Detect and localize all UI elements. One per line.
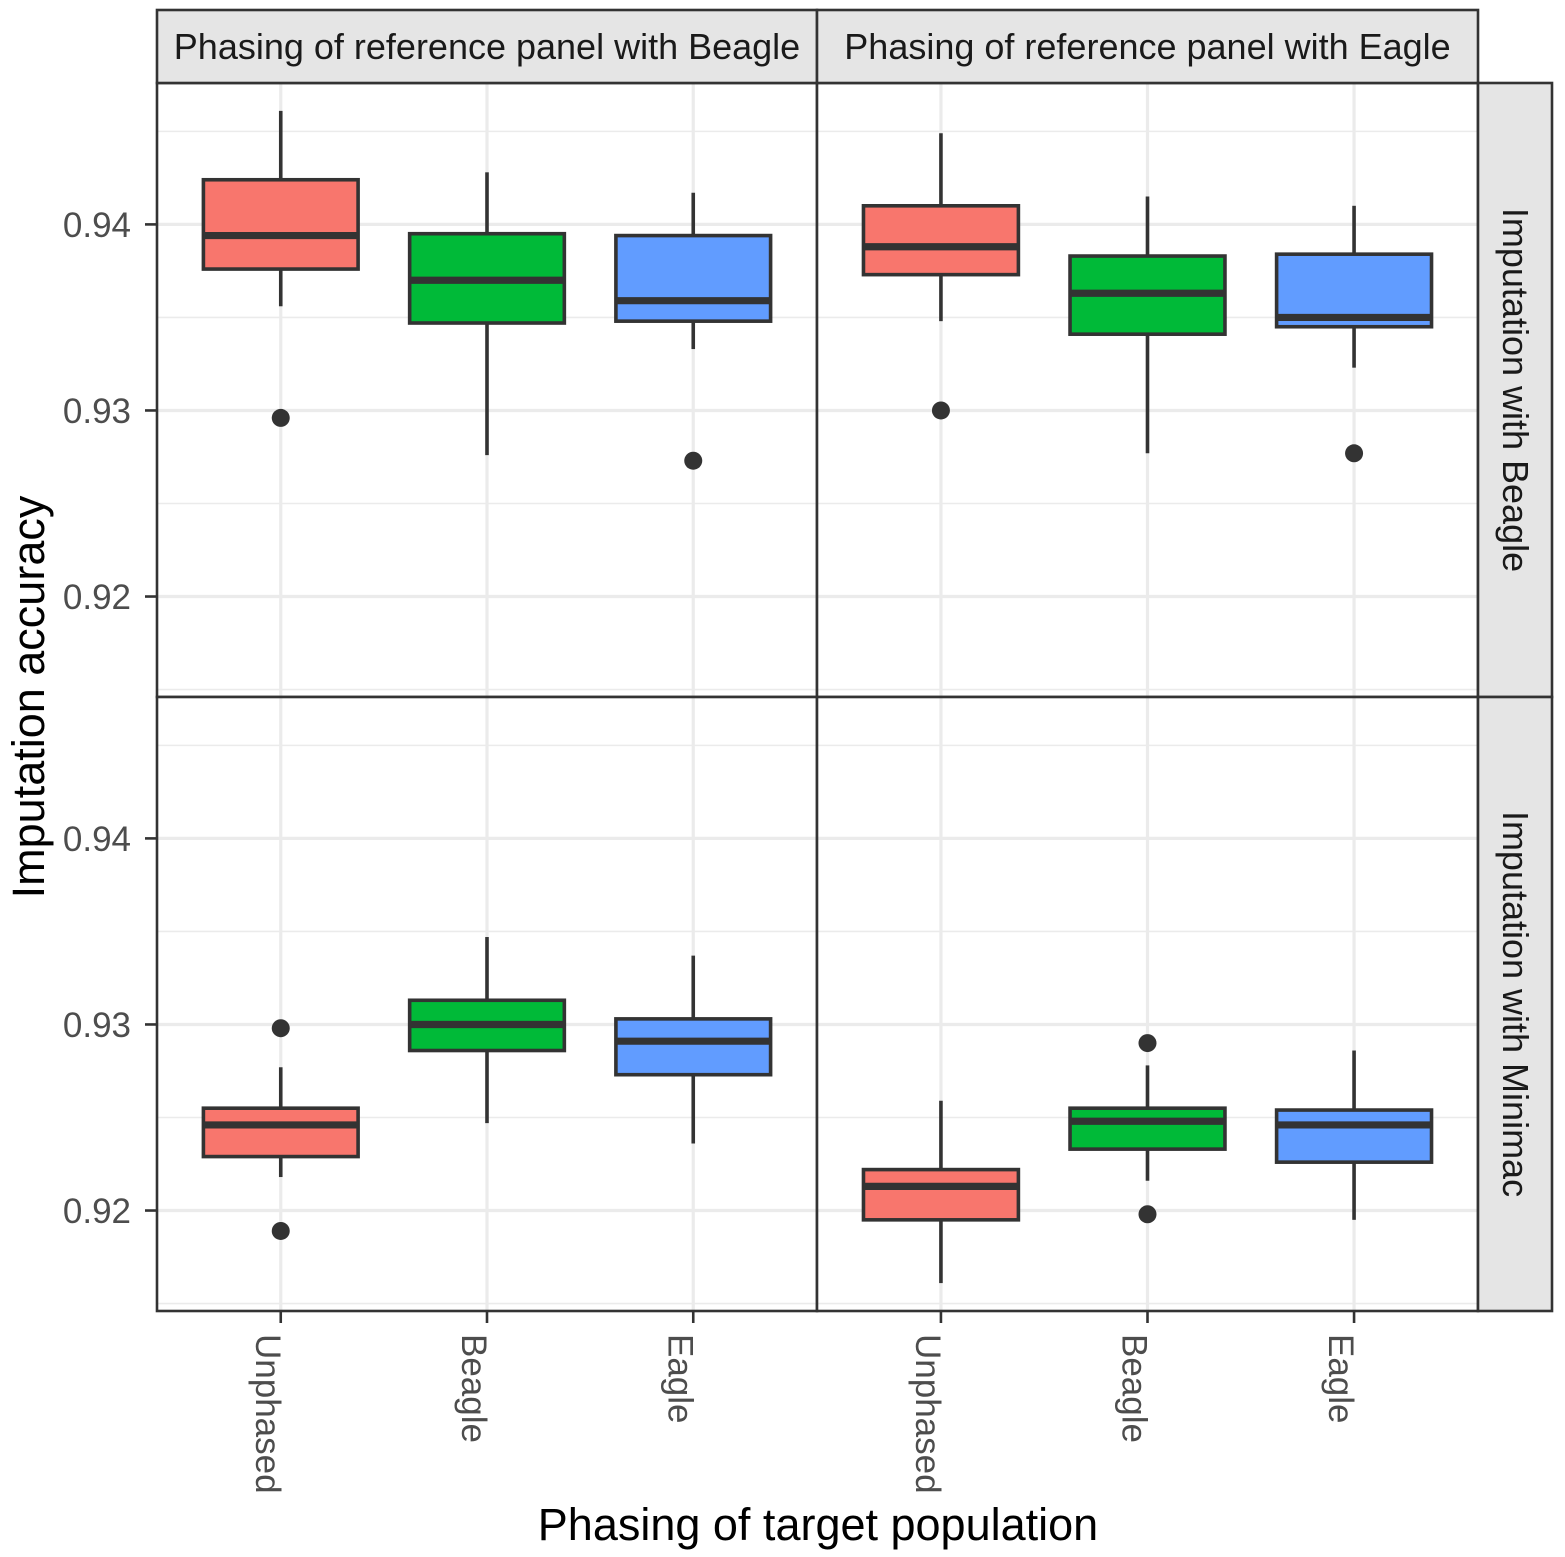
panel-r2-c1 (155, 695, 819, 1313)
y-tick-label: 0.92 (63, 578, 131, 617)
y-tick-label: 0.94 (63, 820, 131, 859)
x-tick-label-beagle: Beagle (454, 1334, 493, 1443)
y-tick-label: 0.92 (63, 1192, 131, 1231)
strip-top-1: Phasing of reference panel with Beagle (155, 8, 819, 85)
strip-right-2: Imputation with Minimac (1476, 695, 1554, 1313)
strip-top-2: Phasing of reference panel with Eagle (815, 8, 1480, 85)
panel-r1-c1 (155, 81, 819, 699)
strip-background (1476, 695, 1554, 1313)
box-unphased (861, 204, 1021, 277)
strip-label: Imputation with Minimac (1495, 811, 1536, 1197)
box-eagle (614, 233, 773, 323)
strip-label: Imputation with Beagle (1495, 208, 1536, 572)
strip-right-1: Imputation with Beagle (1476, 81, 1554, 699)
strip-label: Phasing of reference panel with Beagle (174, 26, 800, 67)
y-tick-label: 0.93 (63, 392, 131, 431)
y-axis-title: Imputation accuracy (3, 495, 54, 898)
outlier-point-eagle (1345, 444, 1364, 463)
outlier-point-unphased (931, 401, 950, 420)
strip-background (155, 8, 819, 85)
x-tick-label-eagle: Eagle (1321, 1334, 1360, 1424)
panel-r2-c2 (815, 695, 1480, 1313)
y-tick-label: 0.94 (63, 206, 131, 245)
outlier-point-unphased (271, 408, 290, 427)
box-eagle (614, 1017, 773, 1077)
y-tick-label: 0.93 (63, 1006, 131, 1045)
strips-layer: Phasing of reference panel with Beagle Ph… (155, 8, 1554, 1313)
x-tick-label-eagle: Eagle (660, 1334, 699, 1424)
outlier-point-eagle (684, 451, 703, 470)
x-axis-title: Phasing of target population (538, 1499, 1098, 1550)
strip-background (1476, 81, 1554, 699)
strip-label: Phasing of reference panel with Eagle (844, 26, 1450, 67)
box-unphased (861, 1167, 1021, 1222)
outlier-point-unphased (271, 1019, 290, 1038)
box-unphased (201, 1106, 360, 1159)
x-tick-label-unphased: Unphased (908, 1334, 947, 1494)
box-beagle (1068, 1106, 1227, 1151)
panels-layer (155, 81, 1480, 1313)
box-unphased (201, 177, 360, 271)
axes-layer: 0.92 0.93 0.94 0.92 0.93 0.94 Unphased Beagle Ea… (63, 206, 1360, 1494)
outlier-point-beagle (1138, 1034, 1157, 1053)
x-tick-label-unphased: Unphased (248, 1334, 287, 1494)
panel-r1-c2 (815, 81, 1480, 699)
box-eagle (1274, 1108, 1434, 1164)
outlier-point-unphased (271, 1221, 290, 1240)
outlier-point-beagle (1138, 1205, 1157, 1224)
strip-background (815, 8, 1480, 85)
x-tick-label-beagle: Beagle (1115, 1334, 1154, 1443)
